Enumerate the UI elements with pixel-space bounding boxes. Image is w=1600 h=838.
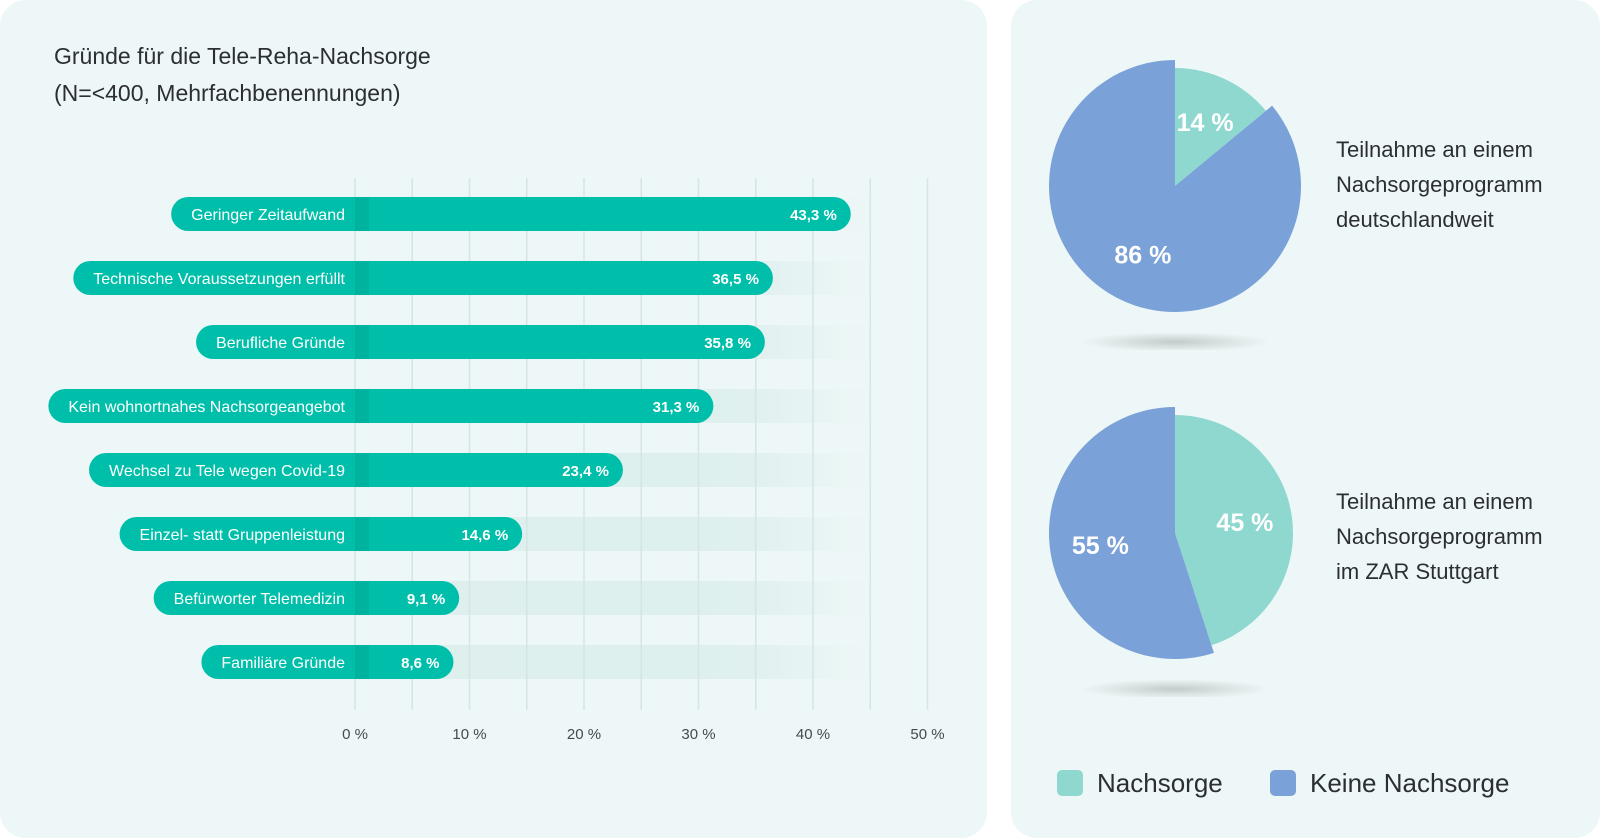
bar-value-label: 43,3 %: [790, 207, 837, 224]
bar-category-label: Familiäre Gründe: [221, 655, 345, 672]
x-tick-label: 10 %: [452, 726, 486, 743]
bar-axis-shade: [355, 389, 369, 423]
pie-slice-label: 45 %: [1216, 509, 1273, 537]
bar: [201, 645, 454, 679]
pie-caption-zar-stuttgart: Teilnahme an einem Nachsorgeprogramm im …: [1336, 484, 1586, 589]
bar-axis-shade: [355, 197, 369, 231]
pie-slice: [1175, 415, 1293, 646]
bar-category-label: Kein wohnortnahes Nachsorgeangebot: [68, 399, 345, 416]
x-tick-label: 30 %: [681, 726, 715, 743]
pie-slice: [1175, 68, 1266, 186]
pie-slice-label: 55 %: [1072, 532, 1129, 560]
chart-title: Gründe für die Tele-Reha-Nachsorge (N=<4…: [54, 38, 431, 112]
bar-category-label: Berufliche Gründe: [216, 335, 345, 352]
bar-value-label: 31,3 %: [653, 399, 700, 416]
pie-caption-line: Nachsorgeprogramm: [1336, 172, 1543, 197]
bar: [89, 453, 623, 487]
chart-title-line-2: (N=<400, Mehrfachbenennungen): [54, 80, 401, 106]
bar-axis-shade: [355, 581, 369, 615]
bar-category-label: Geringer Zeitaufwand: [191, 207, 345, 224]
x-tick-label: 50 %: [910, 726, 944, 743]
bar-axis-shade: [355, 645, 369, 679]
bar-value-label: 35,8 %: [704, 335, 751, 352]
pie-shadow: [1080, 679, 1270, 697]
bar-category-label: Befürworter Telemedizin: [174, 591, 345, 608]
pie-caption-line: Teilnahme an einem: [1336, 489, 1533, 514]
pie-caption-line: deutschlandweit: [1336, 207, 1494, 232]
bar-value-label: 8,6 %: [401, 655, 439, 672]
bar: [119, 517, 523, 551]
legend-item-nachsorge: Nachsorge: [1057, 767, 1223, 798]
legend-label-nachsorge: Nachsorge: [1097, 767, 1223, 798]
pie-caption-line: im ZAR Stuttgart: [1336, 559, 1499, 584]
bar: [73, 261, 773, 295]
legend-swatch-nachsorge: [1057, 770, 1083, 796]
legend-item-keine-nachsorge: Keine Nachsorge: [1270, 767, 1510, 798]
legend-label-keine-nachsorge: Keine Nachsorge: [1310, 767, 1510, 798]
x-tick-label: 20 %: [567, 726, 601, 743]
bar-category-label: Wechsel zu Tele wegen Covid-19: [109, 463, 345, 480]
pie-caption-line: Teilnahme an einem: [1336, 137, 1533, 162]
legend-swatch-keine-nachsorge: [1270, 770, 1296, 796]
bar: [153, 581, 460, 615]
bar-value-label: 9,1 %: [407, 591, 445, 608]
bar: [171, 197, 851, 231]
bar-axis-shade: [355, 325, 369, 359]
pie-slice-label: 86 %: [1114, 241, 1171, 269]
x-tick-label: 40 %: [796, 726, 830, 743]
bar-axis-shade: [355, 517, 369, 551]
pie-chart-deutschlandweit: 14 % 86 %: [1049, 60, 1301, 350]
pie-caption-deutschlandweit: Teilnahme an einem Nachsorgeprogramm deu…: [1336, 132, 1586, 237]
bar-chart: Geringer Zeitaufwand 43,3 % Technische Vor…: [48, 178, 945, 743]
chart-title-line-1: Gründe für die Tele-Reha-Nachsorge: [54, 43, 431, 69]
bar: [48, 389, 714, 423]
pie-slice: [1049, 407, 1214, 659]
bar-value-label: 36,5 %: [712, 271, 759, 288]
bar-category-label: Einzel- statt Gruppenleistung: [140, 527, 345, 544]
bar-category-label: Technische Voraussetzungen erfüllt: [93, 271, 345, 288]
pie-shadow: [1080, 332, 1270, 350]
bar: [196, 325, 765, 359]
bar-value-label: 14,6 %: [461, 527, 508, 544]
pie-caption-line: Nachsorgeprogramm: [1336, 524, 1543, 549]
bar-value-label: 23,4 %: [562, 463, 609, 480]
x-tick-label: 0 %: [342, 726, 368, 743]
pie-slice-label: 14 %: [1177, 109, 1234, 137]
bar-axis-shade: [355, 453, 369, 487]
pie-chart-zar-stuttgart: 45 % 55 %: [1049, 407, 1293, 697]
pie-slice: [1049, 60, 1301, 312]
bar-axis-shade: [355, 261, 369, 295]
